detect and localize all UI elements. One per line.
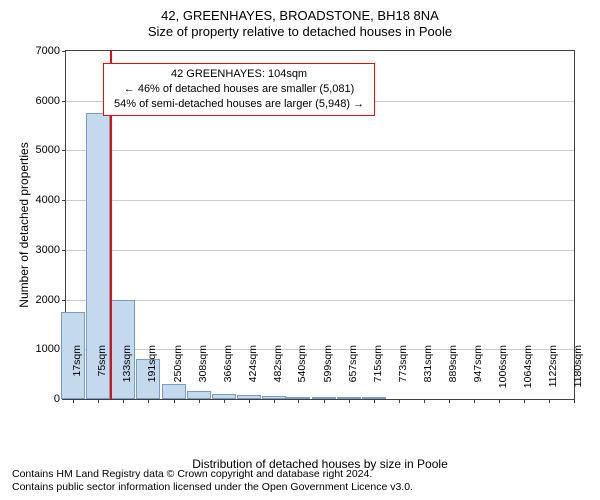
page-title: 42, GREENHAYES, BROADSTONE, BH18 8NA bbox=[0, 0, 600, 24]
xtick-label: 773sqm bbox=[397, 345, 409, 405]
gridline bbox=[66, 300, 574, 301]
ytick-label: 7000 bbox=[36, 45, 66, 57]
ytick-label: 3000 bbox=[36, 244, 66, 256]
footer-line-2: Contains public sector information licen… bbox=[12, 481, 413, 494]
chart-info-box: 42 GREENHAYES: 104sqm ← 46% of detached … bbox=[103, 63, 375, 116]
xtick-label: 540sqm bbox=[296, 345, 308, 405]
xtick-label: 1122sqm bbox=[547, 345, 559, 405]
xtick-label: 424sqm bbox=[247, 345, 259, 405]
page-subtitle: Size of property relative to detached ho… bbox=[0, 24, 600, 39]
xtick-label: 191sqm bbox=[146, 345, 158, 405]
xtick-label: 947sqm bbox=[472, 345, 484, 405]
xtick-label: 366sqm bbox=[222, 345, 234, 405]
xtick-label: 482sqm bbox=[272, 345, 284, 405]
gridline bbox=[66, 250, 574, 251]
footer-line-1: Contains HM Land Registry data © Crown c… bbox=[12, 468, 413, 481]
footer-attribution: Contains HM Land Registry data © Crown c… bbox=[12, 468, 413, 494]
info-line-3: 54% of semi-detached houses are larger (… bbox=[114, 97, 364, 112]
xtick-label: 599sqm bbox=[322, 345, 334, 405]
xtick-label: 657sqm bbox=[347, 345, 359, 405]
xtick-label: 17sqm bbox=[71, 345, 83, 405]
xtick-label: 250sqm bbox=[172, 345, 184, 405]
ytick-label: 5000 bbox=[36, 144, 66, 156]
info-line-2: ← 46% of detached houses are smaller (5,… bbox=[114, 82, 364, 97]
xtick-label: 133sqm bbox=[121, 345, 133, 405]
xtick-label: 1064sqm bbox=[522, 345, 534, 405]
y-axis-label: Number of detached properties bbox=[17, 142, 31, 307]
ytick-label: 2000 bbox=[36, 294, 66, 306]
ytick-label: 6000 bbox=[36, 95, 66, 107]
xtick-label: 1006sqm bbox=[497, 345, 509, 405]
xtick-label: 831sqm bbox=[422, 345, 434, 405]
gridline bbox=[66, 200, 574, 201]
ytick-label: 4000 bbox=[36, 194, 66, 206]
xtick-label: 75sqm bbox=[96, 345, 108, 405]
xtick-label: 889sqm bbox=[447, 345, 459, 405]
xtick-label: 308sqm bbox=[197, 345, 209, 405]
gridline bbox=[66, 150, 574, 151]
xtick-label: 715sqm bbox=[372, 345, 384, 405]
xtick-label: 1180sqm bbox=[572, 345, 584, 405]
info-line-1: 42 GREENHAYES: 104sqm bbox=[114, 67, 364, 82]
histogram-plot: Number of detached properties Distributi… bbox=[65, 50, 575, 400]
